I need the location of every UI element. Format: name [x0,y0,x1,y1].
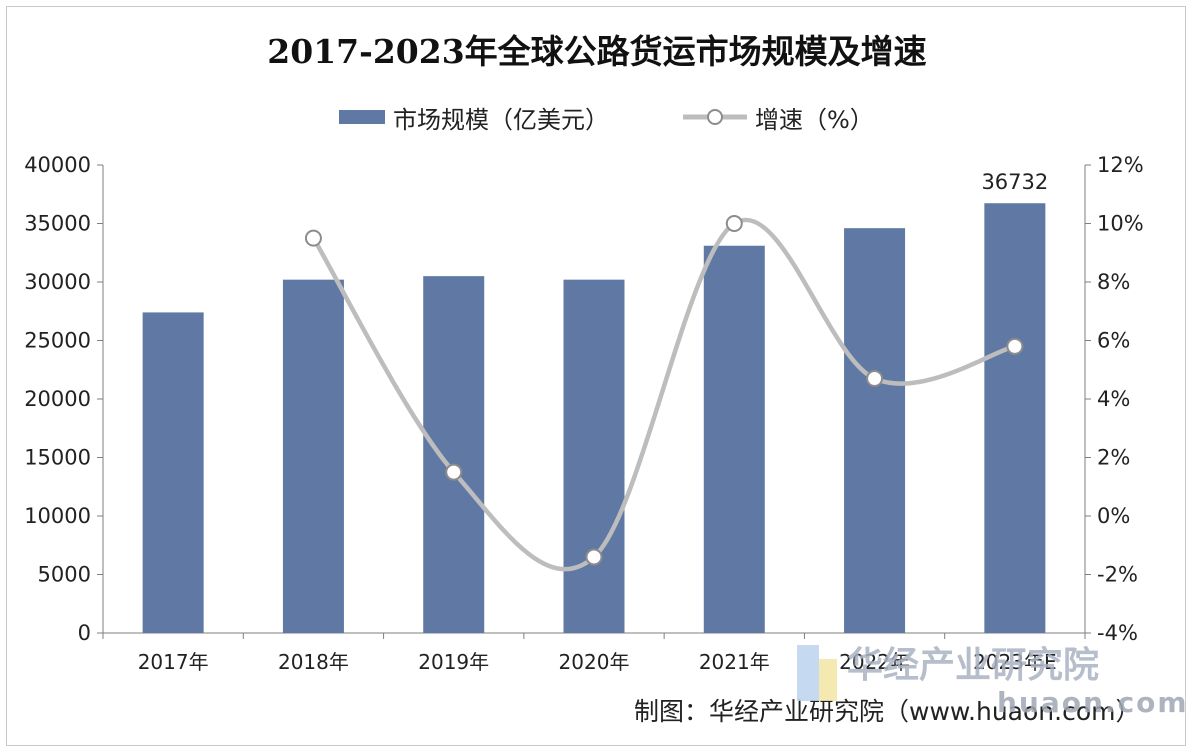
bar [282,279,344,633]
y-right-tick-label: -4% [1097,621,1138,645]
watermark-name: 华经产业研究院 [847,645,1099,686]
x-tick-label: 2022年 [839,650,910,674]
x-tick-label: 2023年E [973,650,1057,674]
bar [563,279,625,633]
y-left-tick-label: 15000 [24,446,91,470]
growth-point [304,229,322,247]
plot-area: 0 5000 10000 15000 20000 25000 30000 35000 40000… [24,153,1144,674]
chart-title: 2017-2023年全球公路货运市场规模及增速 [267,32,926,71]
growth-point [725,215,743,232]
y-right-tick-label: 0% [1097,504,1130,528]
watermark-url: huaon.com [997,686,1187,719]
y-right-tick-label: 6% [1097,329,1130,353]
bar [984,203,1046,633]
y-right-tick-label: 12% [1097,153,1144,177]
growth-point [1006,337,1024,355]
legend: 市场规模（亿美元） 增速（%） [339,106,874,134]
y-right-tick-label: 4% [1097,387,1130,411]
growth-line [311,217,1018,572]
watermark-logo-blue [797,645,819,701]
y-right-tick-label: 8% [1097,270,1130,294]
y-left-tick-label: 35000 [24,212,91,236]
y-left-tick-label: 0 [78,621,91,645]
y-left-tick-label: 25000 [24,329,91,353]
growth-point [866,370,884,388]
y-left-tick-label: 20000 [24,387,91,411]
bar [423,276,485,633]
y-right-tick-label: -2% [1097,563,1138,587]
y-left-tick-label: 30000 [24,270,91,294]
y-right-tick-label: 10% [1097,212,1144,236]
x-tick-label: 2019年 [418,650,489,674]
watermark: 华经产业研究院 huaon.com [797,645,1187,719]
chart-canvas: 2017-2023年全球公路货运市场规模及增速 市场规模（亿美元） 增速（%） … [24,32,1187,726]
x-tick-label: 2018年 [278,650,349,674]
source-note: 制图：华经产业研究院（www.huaon.com） [634,697,1140,726]
y-left-tick-label: 10000 [24,504,91,528]
data-label: 36732 [981,170,1048,194]
legend-line-marker [707,109,723,125]
bar [844,228,906,633]
legend-bar-label: 市场规模（亿美元） [393,106,609,134]
bar [142,312,204,633]
y-right-tick-label: 2% [1097,446,1130,470]
growth-point [445,463,463,481]
x-tick-label: 2020年 [559,650,630,674]
y-left-tick-label: 5000 [38,563,91,587]
watermark-logo-yellow [819,659,837,701]
x-tick-label: 2021年 [699,650,770,674]
bar [703,245,765,634]
x-tick-label: 2017年 [138,650,209,674]
growth-point [585,548,603,566]
legend-bar-swatch [339,110,385,124]
y-left-tick-label: 40000 [24,153,91,177]
chart-frame: 2017-2023年全球公路货运市场规模及增速 市场规模（亿美元） 增速（%） … [6,6,1187,746]
legend-line-label: 增速（%） [755,106,874,134]
